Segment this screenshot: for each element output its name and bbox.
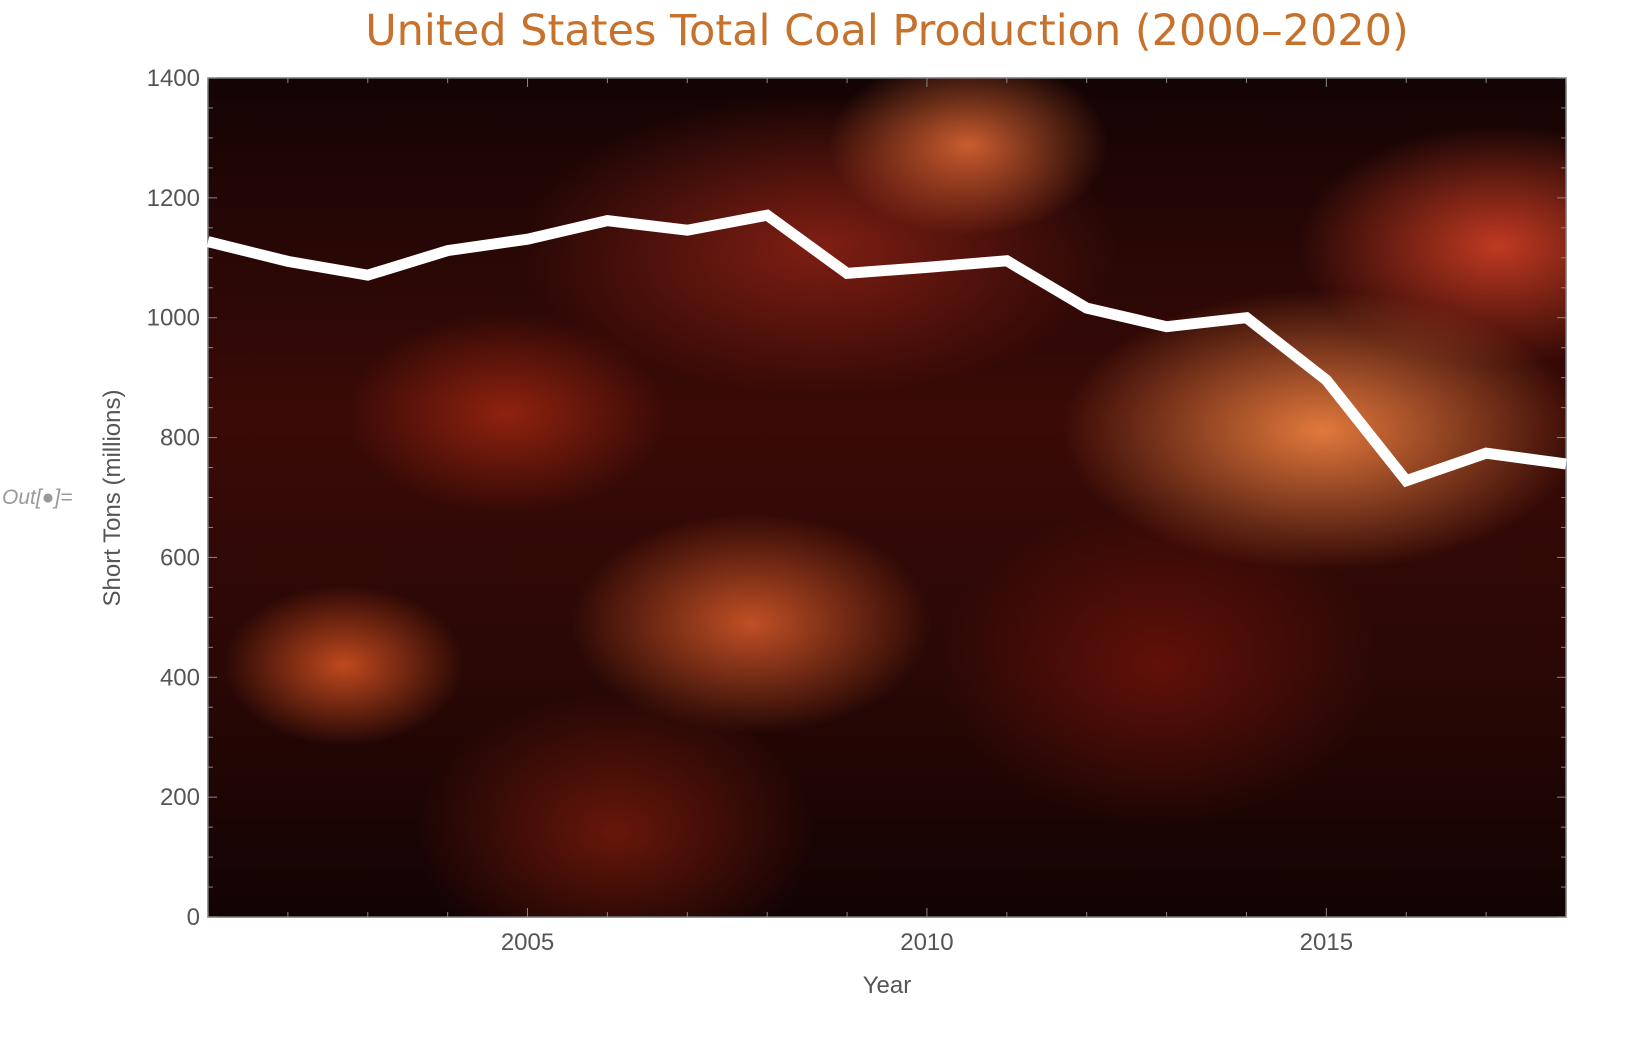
y-tick-label: 400 [160,664,200,691]
x-tick-label: 2015 [1300,929,1353,956]
x-tick-label: 2005 [501,929,554,956]
y-axis-label: Short Tons (millions) [99,389,126,607]
y-tick-label: 800 [160,425,200,452]
y-tick-label: 1000 [147,305,200,332]
x-tick-label: 2010 [900,929,953,956]
y-tick-label: 200 [160,784,200,811]
y-tick-label: 1200 [147,185,200,212]
x-axis-label: Year [862,972,912,999]
plot-frame [207,77,1567,918]
coal-embers-background-image [208,78,1566,917]
y-tick-label: 600 [160,544,200,571]
chart-title: United States Total Coal Production (200… [365,6,1409,56]
production-line [206,209,1567,488]
output-cell-label: Out[●]= [2,486,73,509]
y-tick-label: 0 [187,904,200,931]
y-tick-label: 1400 [147,65,200,92]
